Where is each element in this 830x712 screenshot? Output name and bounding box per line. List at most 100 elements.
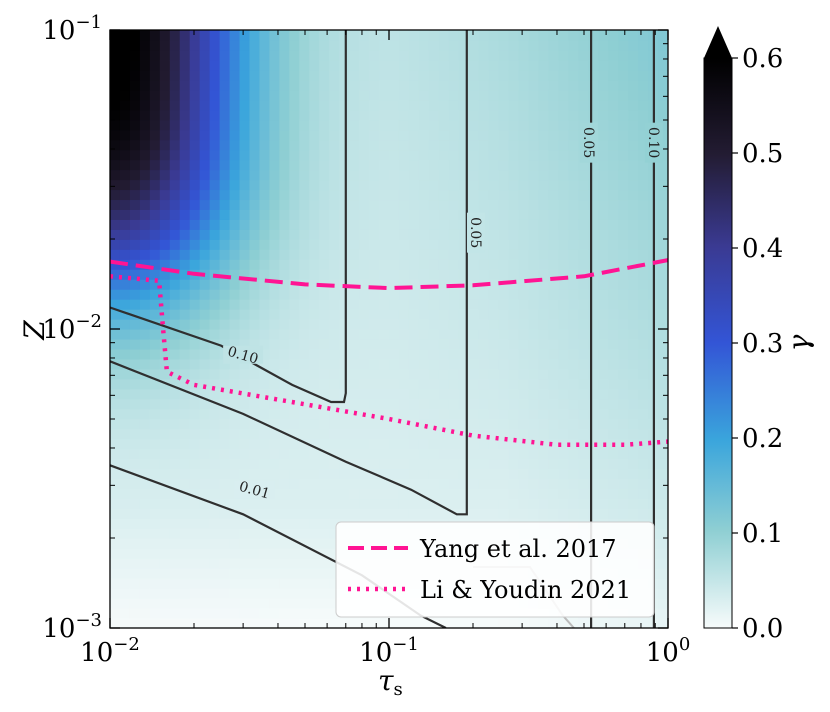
heatmap-cell [359,59,370,71]
heatmap-cell [658,279,668,290]
heatmap-cell [149,259,161,270]
heatmap-cell [159,428,171,440]
heatmap-cell [369,209,380,220]
heatmap-cell [329,69,340,81]
heatmap-cell [438,478,450,490]
heatmap-cell [299,219,310,230]
heatmap-cell [249,548,261,559]
heatmap-cell [129,109,141,121]
heatmap-cell [299,358,310,370]
heatmap-cell [209,468,221,480]
heatmap-cell [448,49,460,61]
heatmap-cell [418,269,430,280]
heatmap-cell [219,299,231,310]
colorbar-tick-label: 0.1 [742,519,783,549]
heatmap-cell [179,418,191,430]
heatmap-cell [259,548,271,559]
heatmap-cell [428,338,440,350]
heatmap-cell [508,329,520,340]
heatmap-cell [239,229,251,240]
heatmap-cell [229,508,241,519]
heatmap-cell [528,149,540,161]
heatmap-cell [259,129,271,141]
heatmap-cell [658,498,668,509]
heatmap-cell [588,438,599,450]
heatmap-cell [319,289,330,300]
heatmap-cell [249,229,261,240]
heatmap-cell [428,159,440,171]
heatmap-cell [159,368,171,380]
heatmap-cell [468,249,480,260]
heatmap-cell [339,30,350,41]
heatmap-cell [279,528,290,539]
heatmap-cell [149,408,161,420]
heatmap-cell [398,189,410,201]
heatmap-cell [339,309,350,320]
heatmap-cell [458,239,470,250]
heatmap-cell [478,189,490,201]
heatmap-cell [279,109,290,121]
heatmap-cell [488,249,500,260]
heatmap-cell [638,448,649,460]
heatmap-cell [329,558,340,569]
heatmap-cell [229,428,241,440]
heatmap-cell [139,289,151,300]
heatmap-cell [199,618,211,628]
heatmap-cell [179,588,191,599]
heatmap-cell [269,189,280,201]
heatmap-cell [219,468,231,480]
heatmap-cell [249,598,261,609]
heatmap-cell [558,129,569,141]
heatmap-cell [299,30,310,41]
heatmap-cell [119,289,131,300]
heatmap-cell [398,398,410,410]
heatmap-cell [528,348,540,360]
heatmap-cell [229,388,241,400]
heatmap-cell [379,129,390,141]
heatmap-cell [179,139,191,151]
heatmap-cell [219,508,231,519]
heatmap-cell [169,528,181,539]
heatmap-cell [398,309,410,320]
heatmap-cell [369,348,380,360]
heatmap-cell [598,219,609,230]
heatmap-cell [179,219,191,230]
heatmap-cell [329,588,340,599]
heatmap-cell [189,199,201,210]
heatmap-cell [608,468,619,480]
heatmap-cell [578,478,589,490]
heatmap-cell [279,388,290,400]
heatmap-cell [548,408,559,420]
heatmap-cell [309,528,320,539]
heatmap-cell [289,488,300,500]
heatmap-cell [309,109,320,121]
heatmap-cell [498,59,510,71]
heatmap-cell [458,498,470,509]
heatmap-cell [259,109,271,121]
heatmap-cell [608,478,619,490]
heatmap-cell [628,388,639,400]
heatmap-cell [458,468,470,480]
heatmap-cell [418,59,430,71]
heatmap-cell [239,338,251,350]
heatmap-cell [189,39,201,51]
heatmap-cell [229,578,241,589]
heatmap-cell [329,428,340,440]
heatmap-cell [249,259,261,270]
heatmap-cell [628,59,639,71]
heatmap-cell [269,498,280,509]
heatmap-cell [319,189,330,201]
heatmap-cell [558,388,569,400]
heatmap-cell [618,348,629,360]
heatmap-cell [269,219,280,230]
heatmap-cell [538,149,550,161]
heatmap-cell [598,169,609,181]
heatmap-cell [159,319,171,330]
heatmap-cell [578,468,589,480]
heatmap-cell [189,189,201,201]
heatmap-cell [129,149,141,161]
heatmap-cell [488,309,500,320]
heatmap-cell [548,289,559,300]
heatmap-cell [458,398,470,410]
heatmap-cell [618,59,629,71]
